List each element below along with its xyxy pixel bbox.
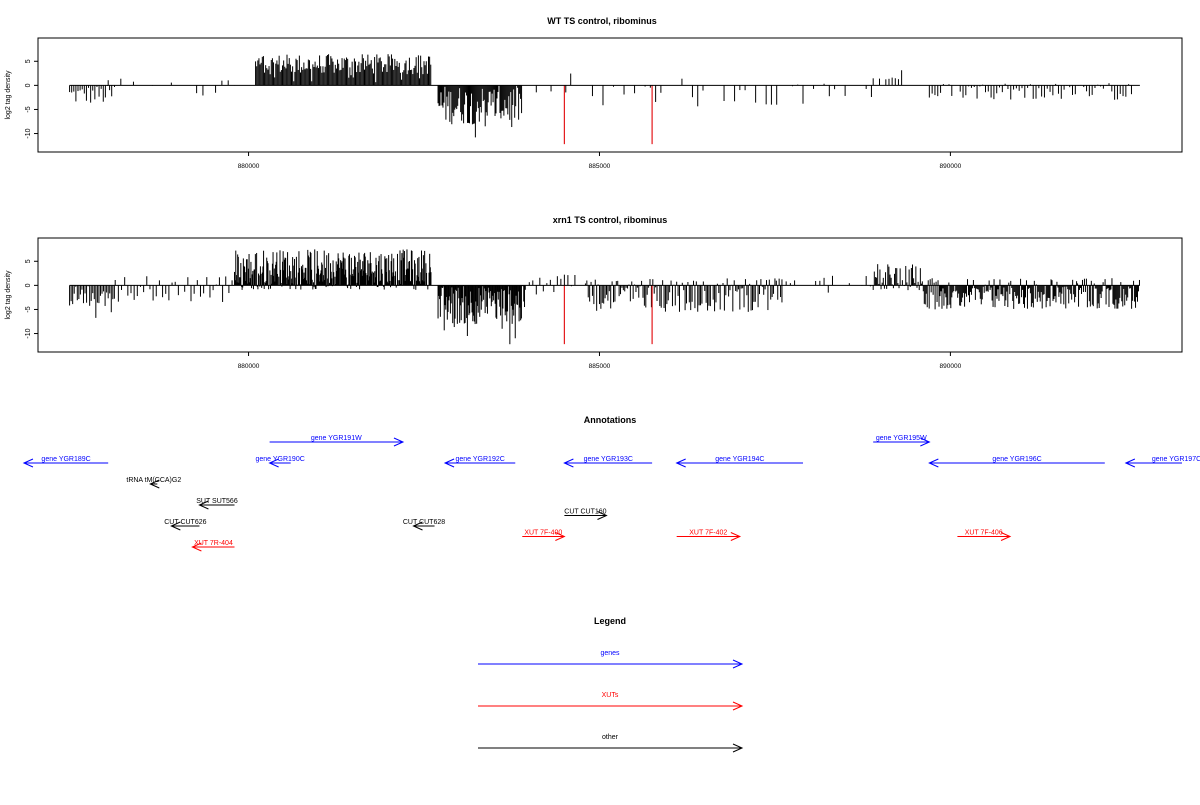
feature-arrow-head [563,458,574,468]
legend-arrow-head [732,701,744,711]
legend-arrow-head [732,659,744,669]
feature-xut: XUT 7F-406 [957,530,1012,541]
x-tick-label: 880000 [238,363,260,370]
wt-bars [69,54,1132,145]
x-tick-label: 885000 [589,363,611,370]
feature-gene: gene YGR193C [563,456,653,468]
feature-gene: gene YGR190C [255,456,305,468]
annotations-title: Annotations [584,415,637,425]
feature-label: gene YGR190C [255,456,304,463]
feature-arrow-head [675,458,686,468]
feature-label: CUT CUT160 [564,509,606,516]
y-tick-label: 5 [25,59,32,63]
feature-arrow-head [198,500,209,510]
y-tick-label: 0 [25,283,32,287]
feature-arrow-head [920,437,931,447]
feature-arrow-head [268,458,279,468]
feature-arrows: gene YGR189C gene YGR190C gene YGR191W gene… [22,435,1200,552]
feature-gene: gene YGR191W [269,435,405,447]
feature-label: XUT 7F-402 [689,530,727,537]
y-tick-label: 5 [25,259,32,263]
y-tick-label: -10 [25,128,32,138]
wt-axes: -10 -5 0 5 880000 885000 890000 [25,59,1140,170]
y-tick-label: 0 [25,83,32,87]
feature-label: gene YGR192C [456,456,505,463]
feature-arrow-head [1124,458,1136,468]
x-tick-label: 880000 [238,163,260,170]
x-tick-label: 890000 [940,363,962,370]
legend-label: other [602,734,619,741]
wt-plot-frame [37,37,1183,153]
feature-gene: gene YGR194C [675,456,804,468]
wt-y-axis-label: log2 tag density [5,70,12,120]
feature-label: gene YGR195W [876,435,927,442]
feature-gene: gene YGR196C [928,456,1105,468]
feature-other: CUT CUT628 [403,519,445,531]
x-tick-label: 885000 [589,163,611,170]
feature-arrow-head [730,532,742,541]
feature-other: CUT CUT160 [564,509,608,520]
feature-label: gene YGR197C [1152,456,1200,463]
feature-xut: XUT 7R-404 [191,540,235,552]
xrn1-bars [69,249,1140,345]
feature-arrow-head [170,521,181,531]
feature-arrow-head [555,532,566,541]
feature-arrow-head [412,521,423,531]
feature-label: gene YGR194C [715,456,764,463]
xrn1-y-axis-label: log2 tag density [5,270,12,320]
legend-entries: genes XUTs other [478,650,744,753]
feature-arrow-head [393,437,405,447]
feature-label: gene YGR189C [41,456,90,463]
feature-arrow-head [22,458,34,468]
feature-arrow-head [1000,532,1012,541]
feature-arrow-head [149,479,160,489]
x-tick-label: 890000 [940,163,962,170]
feature-label: tRNA tM(CCA)G2 [126,477,181,484]
feature-label: CUT CUT626 [164,519,206,526]
xrn1-axes: -10 -5 0 5 880000 885000 890000 [25,259,1140,370]
feature-label: XUT 7R-404 [194,540,233,547]
legend: Legend genes XUTs other [478,616,744,753]
feature-label: SUT SUT566 [196,498,238,505]
feature-label: gene YGR193C [584,456,633,463]
legend-label: genes [600,650,620,657]
legend-entry-genes: genes [478,650,744,669]
legend-title: Legend [594,616,626,626]
legend-label: XUTs [602,692,619,699]
feature-label: gene YGR196C [992,456,1041,463]
legend-entry-other: other [478,734,744,753]
feature-arrow-head [928,458,939,468]
feature-other: tRNA tM(CCA)G2 [126,477,181,489]
feature-label: CUT CUT628 [403,519,445,526]
feature-arrow-head [443,458,455,468]
feature-gene: gene YGR192C [443,456,516,468]
xrn1-panel: xrn1 TS control, ribominus log2 tag dens… [5,215,1183,370]
legend-arrow-head [732,743,744,753]
feature-gene: gene YGR195W [873,435,931,447]
feature-other: SUT SUT566 [196,498,238,510]
y-tick-label: -5 [25,306,32,312]
feature-arrow-head [191,542,202,552]
feature-arrow-head [597,511,608,520]
wt-panel-title: WT TS control, ribominus [547,16,657,26]
y-tick-label: -10 [25,328,32,338]
xrn1-plot-frame [37,237,1183,353]
feature-xut: XUT 7F-400 [522,530,566,541]
feature-label: gene YGR191W [311,435,362,442]
feature-gene: gene YGR189C [22,456,109,468]
feature-gene: gene YGR197C [1124,456,1200,468]
feature-other: CUT CUT626 [164,519,207,531]
y-tick-label: -5 [25,106,32,112]
annotations-track: Annotations gene YGR189C gene YGR190Cgene… [22,415,1200,552]
feature-xut: XUT 7F-402 [676,530,742,541]
feature-label: XUT 7F-406 [965,530,1003,537]
xrn1-panel-title: xrn1 TS control, ribominus [553,215,668,225]
wt-panel: WT TS control, ribominus log2 tag densit… [5,16,1183,170]
feature-label: XUT 7F-400 [524,530,562,537]
legend-entry-XUTs: XUTs [478,692,744,711]
